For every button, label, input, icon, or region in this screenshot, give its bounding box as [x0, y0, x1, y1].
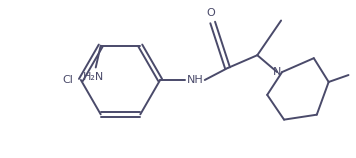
Text: H₂N: H₂N [83, 72, 104, 82]
Text: Cl: Cl [63, 75, 73, 85]
Text: O: O [206, 8, 215, 18]
Text: N: N [273, 67, 281, 77]
Text: NH: NH [187, 75, 203, 85]
